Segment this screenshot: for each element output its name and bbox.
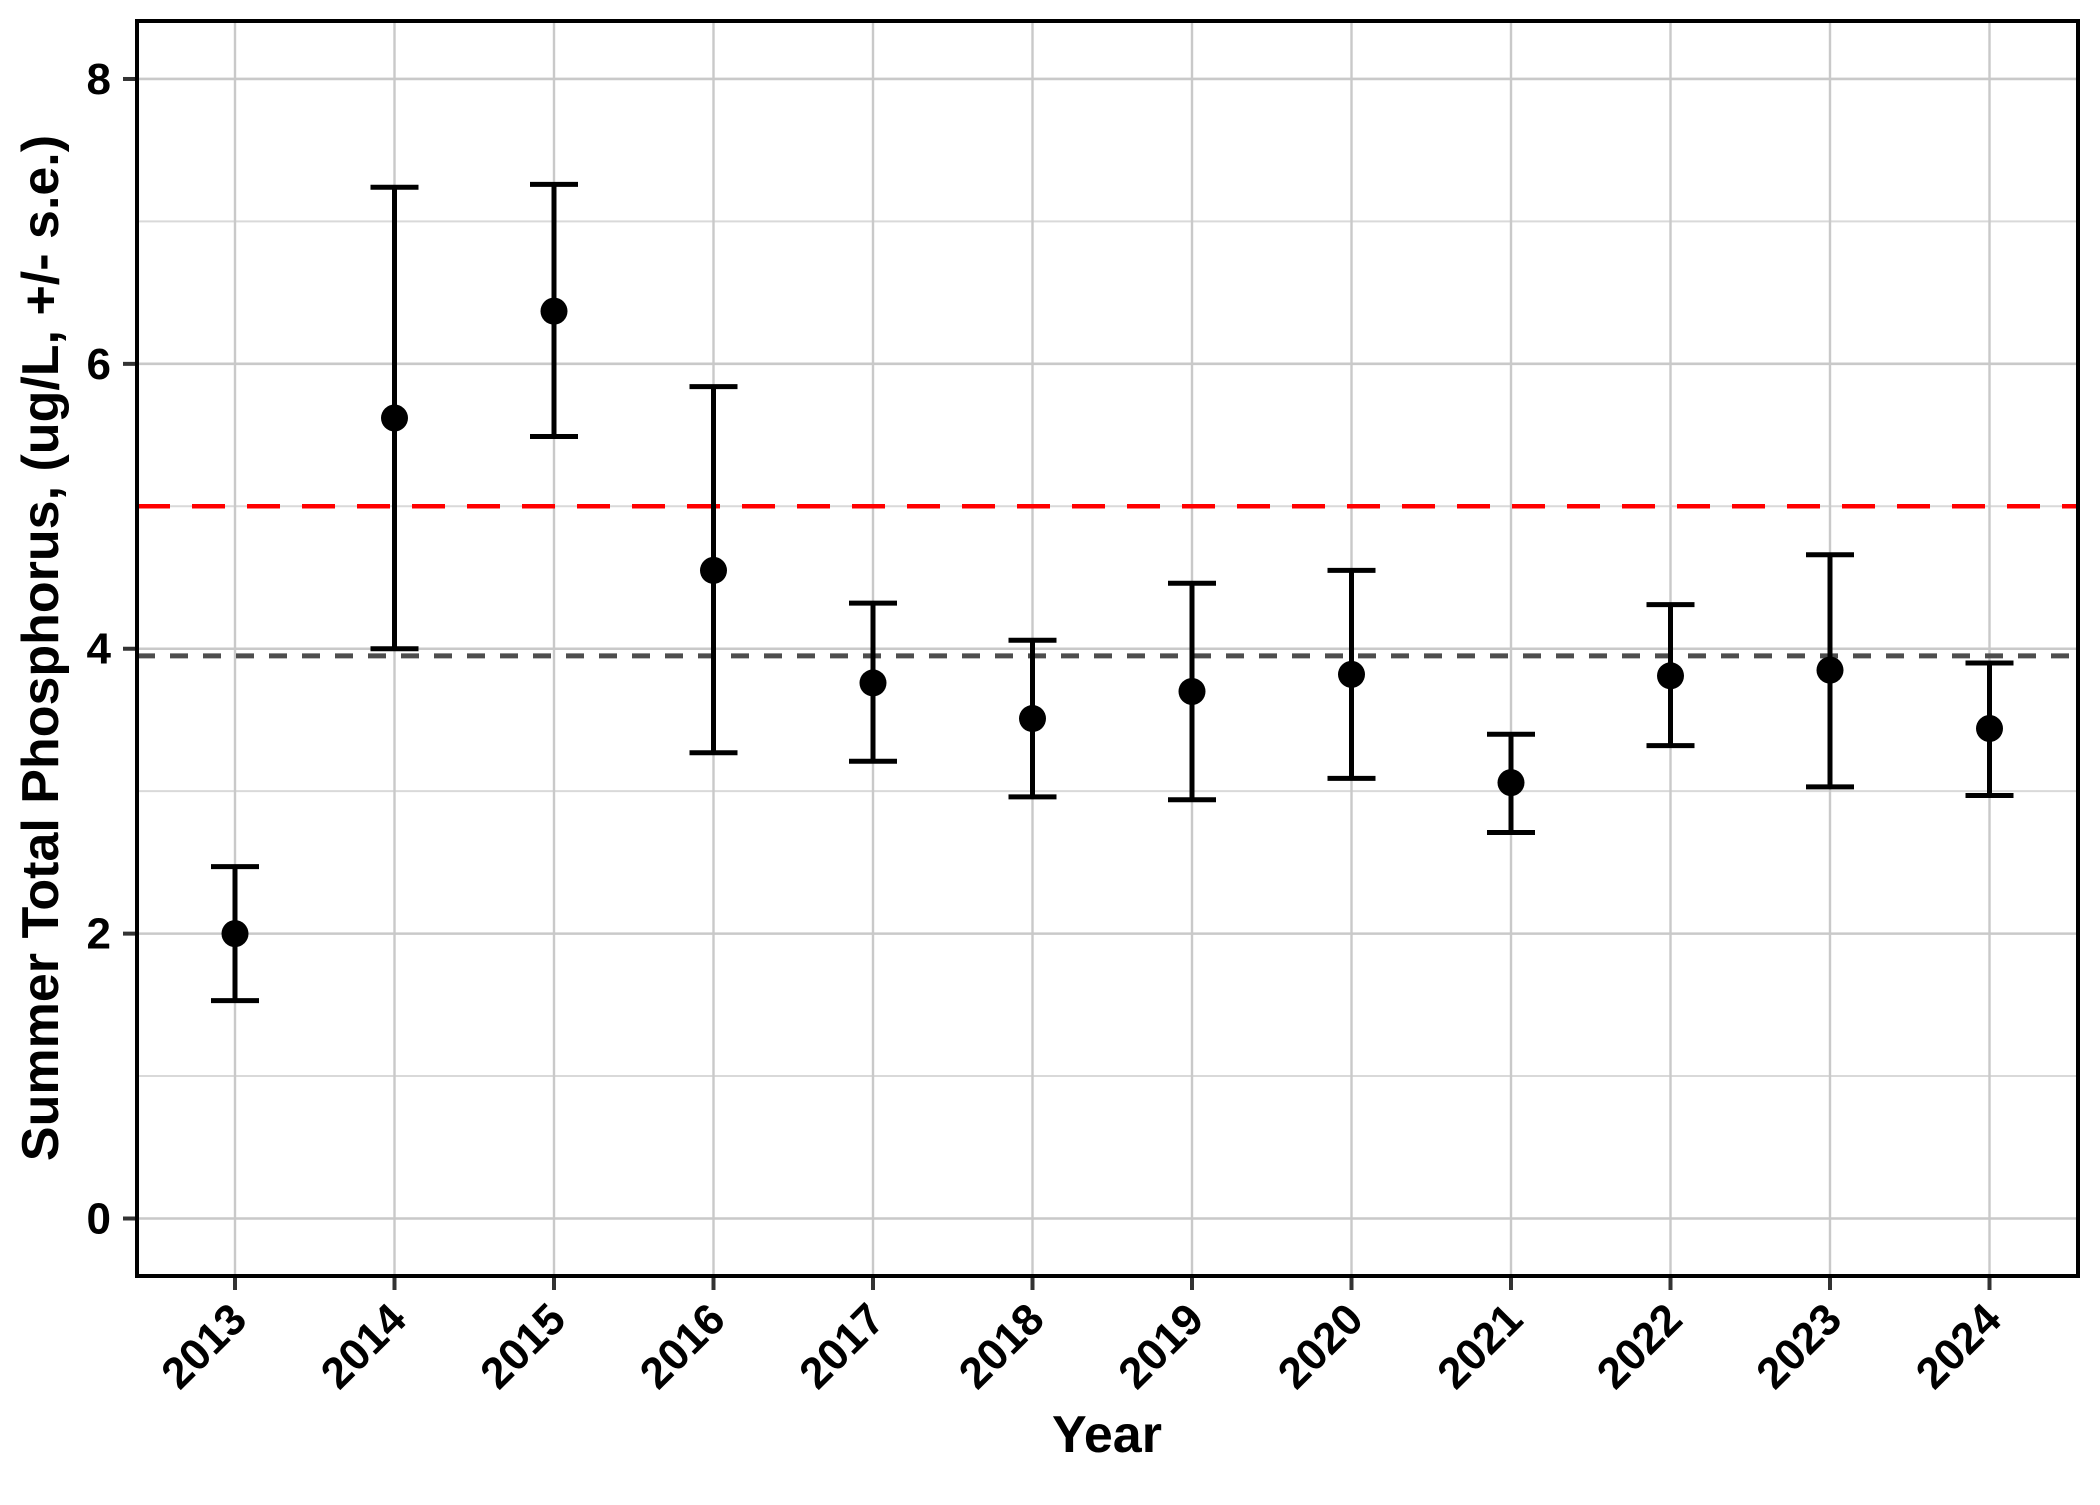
y-tick-label: 4	[87, 625, 112, 674]
data-point	[700, 556, 727, 584]
reference-lines-layer	[137, 504, 2078, 659]
data-point	[1338, 660, 1365, 688]
data-point	[1178, 677, 1206, 705]
y-tick-label: 2	[87, 910, 111, 959]
y-tick-label: 0	[87, 1195, 111, 1244]
data-point	[1019, 705, 1046, 733]
data-point	[859, 669, 887, 697]
data-point	[381, 404, 408, 432]
x-axis-title: Year	[1052, 1406, 1162, 1464]
data-point	[221, 920, 249, 948]
panel-border	[135, 19, 2080, 1278]
data-point	[1657, 662, 1684, 690]
data-point	[1976, 715, 2003, 743]
data-point	[1497, 769, 1525, 797]
data-marks-layer	[211, 181, 2014, 1004]
y-tick-label: 8	[87, 55, 111, 104]
data-point	[540, 297, 568, 325]
data-point	[1816, 656, 1844, 684]
y-axis-title: Summer Total Phosphorus, (ug/L, +/- s.e.…	[12, 135, 70, 1161]
y-tick-label: 6	[87, 340, 111, 389]
